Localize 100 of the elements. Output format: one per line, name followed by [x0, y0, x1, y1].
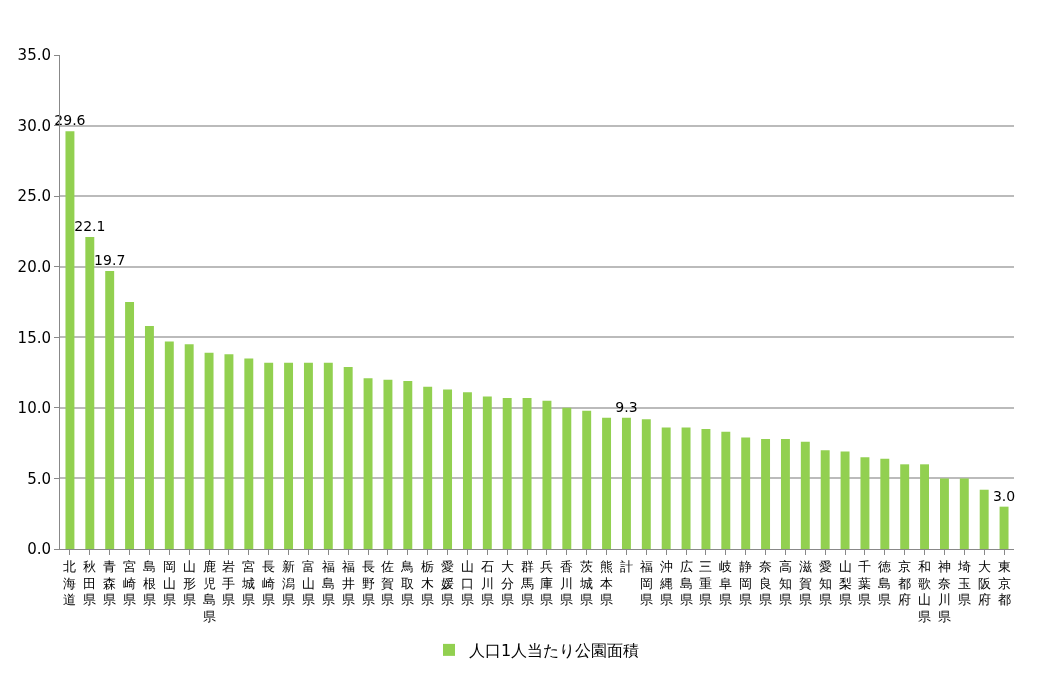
x-tick-label: 佐賀県 — [381, 558, 395, 608]
y-tick-label: 0.0 — [27, 540, 51, 559]
bar — [522, 397, 532, 549]
x-tick-label: 岩手県 — [222, 558, 236, 608]
bar — [105, 270, 115, 549]
bar — [939, 478, 949, 549]
bar — [920, 464, 930, 549]
bar — [343, 366, 353, 549]
data-label: 9.3 — [615, 398, 638, 415]
bar — [284, 362, 294, 549]
bar — [741, 437, 751, 549]
bar — [164, 341, 174, 549]
bar — [125, 302, 135, 549]
bar — [144, 325, 154, 549]
x-tick-label: 岐阜県 — [719, 558, 733, 608]
x-tick-label: 京都府 — [898, 558, 912, 608]
bar — [184, 344, 194, 549]
x-tick-label: 山口県 — [460, 558, 474, 608]
x-tick-label: 石川県 — [480, 558, 494, 608]
bar — [65, 131, 75, 549]
bar — [482, 396, 492, 549]
data-label: 29.6 — [54, 112, 86, 129]
y-tick-label: 35.0 — [17, 46, 51, 65]
bar — [423, 386, 433, 549]
x-tick-label: 埼玉県 — [956, 558, 971, 608]
bar — [542, 400, 552, 549]
x-tick-label: 秋田県 — [83, 558, 97, 608]
x-tick-label: 富山県 — [301, 558, 315, 608]
x-tick-label: 千葉県 — [858, 558, 872, 608]
x-tick-label: 和歌山県 — [918, 558, 932, 625]
bar — [701, 429, 711, 549]
data-label: 22.1 — [74, 218, 106, 235]
bar — [582, 410, 592, 549]
y-tick-label: 20.0 — [17, 257, 51, 276]
x-tick-label: 群馬県 — [519, 558, 534, 608]
x-tick-label: 熊本県 — [600, 558, 614, 608]
y-tick-label: 15.0 — [17, 328, 51, 347]
bar — [641, 419, 651, 549]
x-tick-label: 三重県 — [699, 558, 713, 608]
bar — [761, 438, 771, 549]
x-tick-label: 大分県 — [500, 558, 514, 608]
bar — [999, 506, 1009, 549]
x-tick-label: 福岡県 — [639, 558, 653, 608]
bar — [959, 478, 969, 549]
bar — [303, 362, 313, 549]
bar — [562, 407, 572, 549]
x-tick-label: 鹿児島県 — [202, 558, 216, 625]
x-tick-label: 山梨県 — [838, 558, 852, 608]
x-tick-label: 山形県 — [182, 558, 196, 608]
bar — [661, 427, 671, 549]
x-tick-label: 愛知県 — [818, 558, 832, 608]
x-tick-label: 香川県 — [560, 558, 574, 608]
y-tick-label: 30.0 — [17, 116, 51, 135]
x-tick-label: 栃木県 — [421, 558, 435, 608]
x-tick-label: 鳥取県 — [400, 558, 415, 608]
x-tick-label: 計 — [619, 558, 633, 574]
bar — [721, 431, 731, 549]
x-tick-label: 神奈川県 — [937, 558, 951, 625]
x-tick-label: 島根県 — [142, 558, 156, 608]
data-label: 3.0 — [992, 487, 1016, 504]
bar — [323, 362, 333, 549]
y-tick-label: 10.0 — [17, 399, 51, 418]
bar — [204, 352, 214, 549]
x-tick-label: 静岡県 — [739, 558, 753, 608]
x-tick-label: 茨城県 — [579, 558, 594, 608]
bar — [244, 358, 254, 549]
x-tick-label: 福井県 — [341, 558, 355, 608]
bar — [621, 417, 631, 549]
x-tick-label: 青森県 — [103, 558, 117, 608]
bar — [383, 379, 393, 549]
bar — [800, 441, 810, 549]
x-tick-label: 高知県 — [778, 558, 792, 608]
x-tick-label: 福島県 — [321, 558, 335, 608]
x-tick-label: 広島県 — [679, 558, 693, 608]
bar — [780, 438, 790, 549]
legend-label: 人口1人当たり公園面積 — [469, 641, 640, 661]
x-tick-label: 長野県 — [361, 558, 375, 608]
x-tick-label: 大阪府 — [977, 558, 991, 608]
bar — [681, 427, 691, 549]
bar — [840, 451, 850, 549]
bar — [502, 397, 512, 549]
x-tick-label: 兵庫県 — [540, 558, 554, 608]
x-tick-label: 北海道 — [63, 558, 77, 608]
x-tick-label: 沖縄県 — [658, 558, 673, 608]
x-tick-label: 東京都 — [997, 558, 1011, 608]
x-tick-label: 岡山県 — [162, 558, 176, 608]
bar — [443, 389, 453, 549]
x-tick-label: 奈良県 — [759, 558, 773, 608]
bar — [224, 354, 234, 549]
bar — [403, 381, 413, 549]
x-tick-label: 宮城県 — [241, 558, 256, 608]
bar — [900, 464, 910, 549]
bar — [462, 392, 472, 549]
bar — [363, 378, 373, 549]
bar — [820, 450, 830, 549]
bar — [860, 457, 870, 549]
bar — [264, 362, 274, 549]
x-tick-label: 新潟県 — [282, 558, 296, 608]
bar — [602, 417, 612, 549]
data-label: 19.7 — [94, 251, 126, 268]
